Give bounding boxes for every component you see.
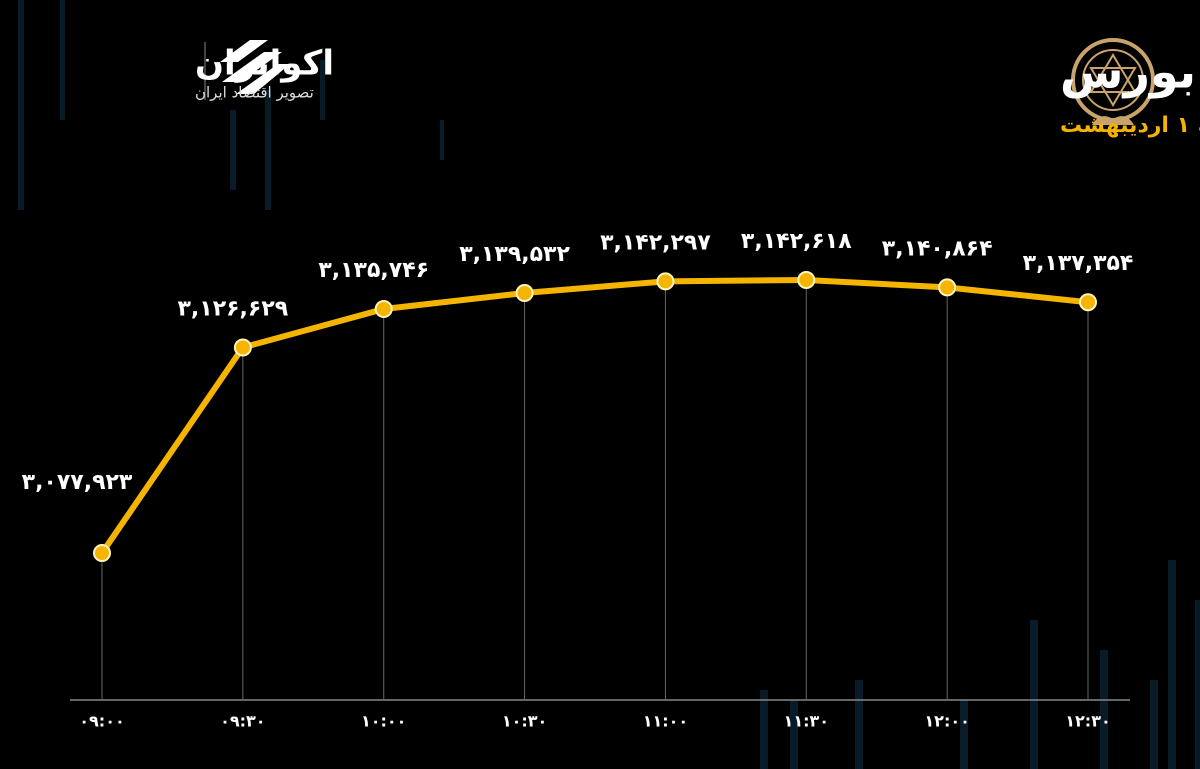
- data-label: ۳,۱۴۲,۶۱۸: [741, 229, 852, 254]
- x-tick-label: ۱۲:۳۰: [1065, 712, 1110, 731]
- x-tick-label: ۱۰:۰۰: [361, 712, 406, 731]
- data-label: ۳,۱۳۷,۳۵۴: [1023, 251, 1134, 276]
- data-point: [1079, 293, 1097, 312]
- data-label: ۳,۰۷۷,۹۲۳: [22, 470, 133, 495]
- x-tick-label: ۱۱:۳۰: [784, 712, 829, 731]
- data-point: [374, 299, 393, 318]
- data-line: [99, 277, 1089, 555]
- emblem: [1071, 38, 1155, 125]
- data-point: [93, 544, 111, 562]
- x-tick-label: ۱۲:۰۰: [924, 712, 969, 731]
- data-label: ۳,۱۴۲,۲۹۷: [600, 230, 711, 255]
- data-label: ۳,۱۴۰,۸۶۴: [882, 236, 993, 261]
- data-point: [233, 338, 252, 357]
- background-decoration: [18, 0, 1200, 769]
- x-tick-label: ۰۹:۰۰: [79, 712, 124, 731]
- data-point: [656, 272, 675, 291]
- data-point: [938, 278, 957, 297]
- data-point: [515, 284, 534, 303]
- x-tick-label: ۱۰:۳۰: [502, 712, 547, 731]
- brand-name: اکوایران: [195, 44, 334, 84]
- x-tick-label: ۱۱:۰۰: [643, 712, 688, 731]
- data-label: ۳,۱۲۶,۶۲۹: [177, 296, 288, 321]
- chart-subtitle: دوشنبه ۱ اردیبهشت: [1060, 113, 1200, 138]
- data-label: ۳,۱۳۵,۷۴۶: [318, 258, 429, 283]
- x-tick-label: ۰۹:۳۰: [220, 712, 265, 731]
- data-point: [797, 271, 816, 289]
- chart-title: روند شاخص کل بورس: [1060, 45, 1200, 99]
- brand-tagline: تصویر اقتصاد ایران: [195, 84, 314, 102]
- data-label: ۳,۱۳۹,۵۳۲: [459, 242, 570, 267]
- brand-logo: [204, 40, 290, 100]
